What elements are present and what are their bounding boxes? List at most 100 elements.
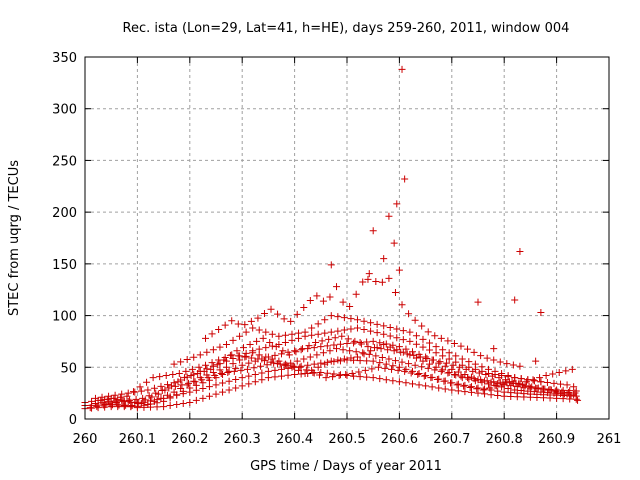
- data-point: [199, 379, 207, 387]
- data-point: [419, 343, 427, 351]
- x-tick-label: 260.8: [486, 432, 523, 447]
- data-point: [300, 355, 308, 363]
- data-point: [240, 344, 248, 352]
- data-point: [330, 341, 338, 349]
- data-point: [271, 366, 279, 374]
- data-point: [268, 330, 276, 338]
- data-point: [249, 349, 257, 357]
- data-point: [433, 375, 441, 383]
- data-point: [263, 361, 271, 369]
- data-point: [414, 371, 422, 379]
- data-point: [509, 361, 517, 369]
- data-point: [116, 393, 124, 401]
- data-point: [161, 386, 169, 394]
- data-point: [382, 376, 390, 384]
- data-point: [173, 401, 181, 409]
- data-point: [440, 377, 448, 385]
- data-point: [549, 370, 557, 378]
- data-point: [432, 343, 440, 351]
- data-point: [175, 369, 183, 377]
- data-point: [464, 345, 472, 353]
- data-point: [398, 358, 406, 366]
- data-point: [395, 378, 403, 386]
- data-point: [183, 381, 191, 389]
- data-point: [465, 358, 473, 366]
- data-point: [352, 290, 360, 298]
- data-point: [478, 363, 486, 371]
- data-point: [225, 386, 233, 394]
- data-point: [156, 373, 164, 381]
- data-point: [409, 367, 416, 375]
- y-tick-label: 0: [69, 413, 77, 428]
- data-point: [471, 377, 479, 385]
- data-point: [335, 372, 343, 380]
- data-point: [536, 374, 544, 382]
- data-point: [264, 367, 272, 375]
- data-point: [343, 339, 351, 347]
- data-point: [111, 391, 119, 399]
- data-point: [353, 353, 361, 361]
- data-point: [251, 371, 259, 379]
- data-point: [285, 351, 293, 359]
- data-point: [340, 326, 348, 334]
- data-point: [245, 380, 253, 388]
- data-point: [187, 372, 195, 380]
- data-point: [346, 303, 354, 311]
- data-point: [181, 374, 189, 382]
- data-point: [229, 360, 237, 368]
- data-point: [398, 301, 406, 309]
- data-point: [456, 363, 464, 371]
- data-points: [81, 65, 582, 413]
- outlier-point: [380, 255, 388, 263]
- data-point: [557, 390, 565, 398]
- data-point: [373, 329, 381, 337]
- data-point: [284, 364, 292, 372]
- plot-frame: [84, 56, 610, 420]
- data-point: [352, 348, 360, 356]
- data-point: [340, 314, 348, 322]
- data-point: [380, 322, 388, 330]
- data-point: [488, 372, 496, 380]
- data-point: [484, 380, 492, 388]
- data-point: [511, 374, 519, 382]
- data-point: [216, 343, 224, 351]
- data-point: [534, 384, 542, 392]
- data-point: [477, 352, 485, 360]
- data-point: [570, 391, 578, 399]
- data-point: [411, 316, 419, 324]
- data-point: [419, 357, 427, 365]
- data-point: [474, 384, 482, 392]
- data-point: [460, 382, 468, 390]
- data-point: [243, 365, 251, 373]
- data-point: [148, 393, 156, 401]
- data-point: [339, 346, 347, 354]
- data-point: [439, 366, 447, 374]
- data-point: [98, 399, 106, 407]
- data-point: [373, 344, 381, 352]
- data-point: [170, 360, 178, 368]
- data-point: [262, 328, 270, 336]
- data-point: [530, 388, 538, 396]
- data-point: [281, 360, 289, 368]
- data-point: [314, 320, 322, 328]
- data-point: [315, 371, 323, 379]
- data-point: [288, 363, 296, 371]
- data-point: [258, 369, 266, 377]
- data-point: [292, 348, 300, 356]
- data-point: [219, 388, 227, 396]
- data-point: [399, 348, 407, 356]
- data-point: [203, 348, 211, 356]
- data-point: [483, 354, 491, 362]
- data-point: [150, 397, 158, 405]
- data-point: [363, 357, 371, 365]
- data-point: [381, 364, 389, 372]
- data-point: [537, 378, 545, 386]
- data-point: [361, 366, 369, 374]
- data-point: [374, 363, 382, 371]
- data-point: [454, 387, 462, 395]
- data-point: [500, 388, 508, 396]
- data-point: [278, 372, 285, 380]
- data-point: [192, 396, 200, 404]
- data-point: [127, 403, 135, 411]
- data-point: [515, 380, 523, 388]
